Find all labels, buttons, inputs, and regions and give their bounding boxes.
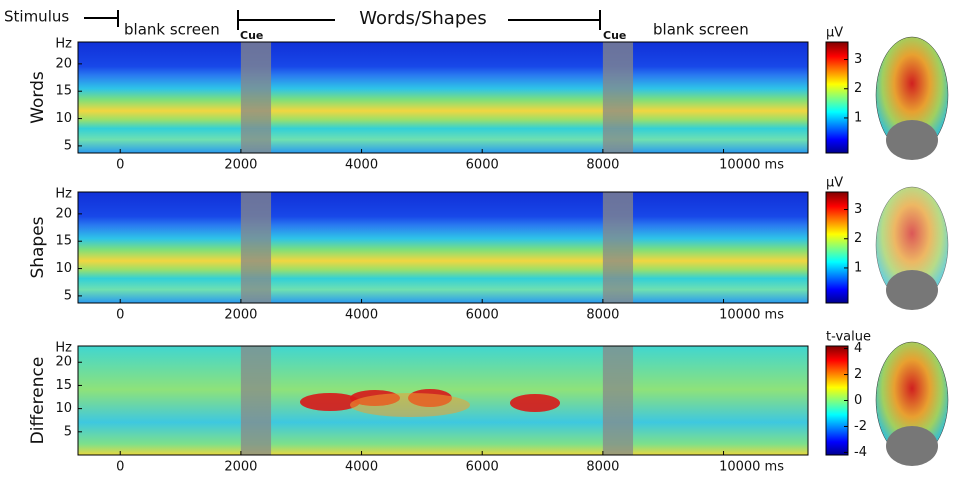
colorbar-tick-label: 0: [854, 393, 862, 408]
x-tick-label: 0: [116, 158, 124, 173]
timeline-header: [84, 10, 601, 30]
x-tick-label: 6000: [466, 308, 499, 323]
colorbar-tick-label: 3: [854, 202, 862, 217]
colorbar-tick-label: 2: [854, 81, 862, 96]
stimulus-label: Stimulus: [4, 8, 69, 26]
x-tick-label: 6000: [466, 460, 499, 475]
cue-span: [602, 42, 634, 153]
y-tick-label: 10: [55, 261, 72, 276]
colorbar: [825, 191, 849, 304]
y-tick-label: 20: [55, 206, 72, 221]
phase-label: blank screen: [124, 21, 220, 39]
y-tick-label: 5: [64, 288, 72, 303]
x-tick-label: 4000: [345, 460, 378, 475]
y-axis-label: Shapes: [28, 216, 48, 278]
y-axis-label: Difference: [28, 357, 48, 445]
y-axis-label: Words: [28, 71, 48, 124]
heatmap: [78, 192, 808, 303]
colorbar-tick-label: 3: [854, 52, 862, 67]
y-tick-label: 15: [55, 234, 72, 249]
cue-span: [240, 192, 272, 303]
plot-frame: [77, 41, 809, 154]
plot-frame: [77, 345, 809, 456]
heatmap-cluster: [510, 394, 560, 412]
heatmap: [78, 42, 808, 153]
x-tick-label: 4000: [345, 308, 378, 323]
topomaps: [875, 36, 949, 466]
heatmap-cluster: [350, 393, 470, 417]
colorbar-label: μV: [826, 176, 843, 191]
y-unit: Hz: [55, 187, 72, 202]
x-tick-label: 10000 ms: [719, 158, 784, 173]
colorbar-tick-label: 4: [854, 341, 862, 356]
y-unit: Hz: [55, 37, 72, 52]
colorbar-tick-label: -2: [854, 419, 867, 434]
x-tick-label: 6000: [466, 158, 499, 173]
phase-label: Words/Shapes: [359, 8, 486, 29]
x-tick-label: 10000 ms: [719, 308, 784, 323]
cue-label: Cue: [240, 29, 263, 42]
cue-span: [602, 346, 634, 455]
colorbar-tick-label: 1: [854, 110, 862, 125]
colorbar: [825, 41, 849, 154]
x-tick-label: 2000: [224, 158, 257, 173]
x-tick-label: 8000: [586, 460, 619, 475]
cue-label: Cue: [603, 29, 626, 42]
x-tick-label: 2000: [224, 308, 257, 323]
y-tick-label: 10: [55, 111, 72, 126]
phase-label: blank screen: [653, 21, 749, 39]
heatmap-cluster: [300, 393, 360, 411]
y-tick-label: 15: [55, 378, 72, 393]
y-tick-label: 20: [55, 355, 72, 370]
plot-frame: [77, 191, 809, 304]
x-tick-label: 2000: [224, 460, 257, 475]
x-tick-label: 4000: [345, 158, 378, 173]
cue-span: [240, 346, 272, 455]
colorbar-label: t-value: [826, 330, 871, 345]
colorbar-tick-label: -4: [854, 445, 867, 460]
y-tick-label: 10: [55, 401, 72, 416]
y-tick-label: 5: [64, 424, 72, 439]
x-tick-label: 8000: [586, 308, 619, 323]
y-unit: Hz: [55, 341, 72, 356]
y-tick-label: 5: [64, 138, 72, 153]
cue-span: [240, 42, 272, 153]
y-tick-label: 20: [55, 56, 72, 71]
x-tick-label: 10000 ms: [719, 460, 784, 475]
colorbar-tick-label: 2: [854, 367, 862, 382]
colorbar-tick-label: 1: [854, 260, 862, 275]
colorbar-tick-label: 2: [854, 231, 862, 246]
x-tick-label: 0: [116, 308, 124, 323]
x-tick-label: 0: [116, 460, 124, 475]
x-tick-label: 8000: [586, 158, 619, 173]
colorbar-label: μV: [826, 26, 843, 41]
y-tick-label: 15: [55, 84, 72, 99]
cue-span: [602, 192, 634, 303]
